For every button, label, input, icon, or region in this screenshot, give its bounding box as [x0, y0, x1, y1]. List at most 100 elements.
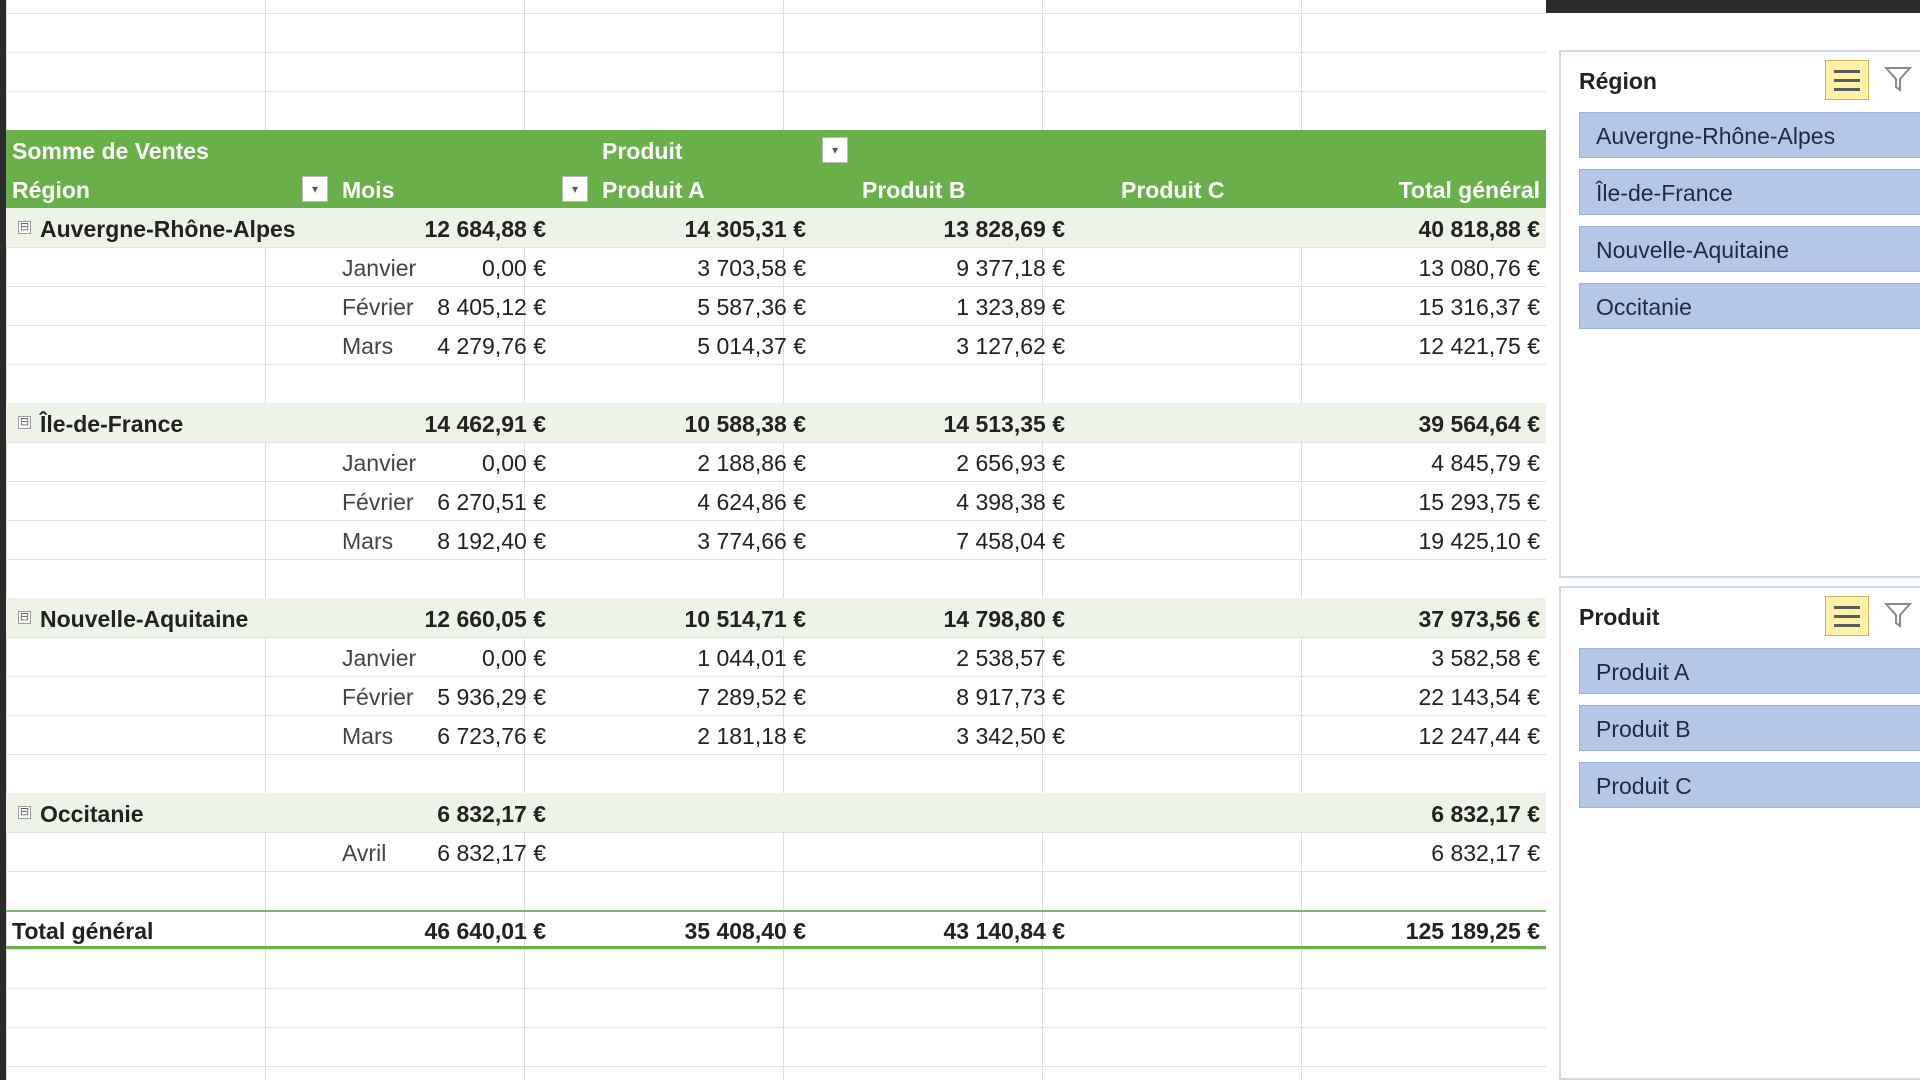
value-produit-b: 3 703,58 €: [697, 255, 806, 281]
column-field-label: Produit: [602, 138, 683, 164]
month-row[interactable]: Février 5 936,29 € 7 289,52 € 8 917,73 €…: [6, 676, 1546, 715]
slicer-item-region[interactable]: Auvergne-Rhône-Alpes: [1579, 112, 1920, 158]
month-row[interactable]: Mars 8 192,40 € 3 774,66 € 7 458,04 € 19…: [6, 520, 1546, 559]
month-name: Février: [342, 294, 414, 320]
clear-filter-icon[interactable]: [1883, 600, 1913, 630]
value-produit-c: 2 538,57 €: [956, 645, 1065, 671]
region-name: Auvergne-Rhône-Alpes: [40, 216, 296, 242]
slicer-item-product[interactable]: Produit B: [1579, 705, 1920, 751]
slicer-item-region[interactable]: Occitanie: [1579, 283, 1920, 329]
grand-total-produit-c: 43 140,84 €: [943, 918, 1065, 944]
multi-select-icon[interactable]: [1825, 596, 1869, 636]
region-row[interactable]: ⊟ Auvergne-Rhône-Alpes 12 684,88 € 14 30…: [6, 208, 1546, 247]
value-produit-a: 5 936,29 €: [437, 684, 546, 710]
value-produit-a: 0,00 €: [482, 255, 546, 281]
pivot-header-row-1: Somme de Ventes Produit ▾: [6, 130, 1546, 169]
value-produit-c: 9 377,18 €: [956, 255, 1065, 281]
slicer-item-region[interactable]: Nouvelle-Aquitaine: [1579, 226, 1920, 272]
value-produit-b: 14 305,31 €: [684, 216, 806, 242]
month-row[interactable]: Février 6 270,51 € 4 624,86 € 4 398,38 €…: [6, 481, 1546, 520]
region-slicer[interactable]: Région Auvergne-Rhône-Alpes Île-de-Franc…: [1559, 50, 1920, 578]
value-produit-b: 1 044,01 €: [697, 645, 806, 671]
value-produit-c: 3 342,50 €: [956, 723, 1065, 749]
grand-total-produit-b: 35 408,40 €: [684, 918, 806, 944]
value-produit-c: 1 323,89 €: [956, 294, 1065, 320]
value-produit-c: 8 917,73 €: [956, 684, 1065, 710]
value-total: 6 832,17 €: [1431, 801, 1540, 827]
value-produit-b: 2 181,18 €: [697, 723, 806, 749]
value-produit-a: 12 684,88 €: [424, 216, 546, 242]
collapse-icon[interactable]: ⊟: [18, 416, 31, 429]
region-name: Occitanie: [40, 801, 144, 827]
grand-total-all: 125 189,25 €: [1405, 918, 1540, 944]
column-header-produit-c: Produit C: [1121, 177, 1225, 203]
value-total: 15 293,75 €: [1418, 489, 1540, 515]
value-produit-a: 0,00 €: [482, 450, 546, 476]
blank-row: [6, 364, 1546, 403]
month-name: Mars: [342, 333, 394, 359]
collapse-icon[interactable]: ⊟: [18, 611, 31, 624]
slicer-item-product[interactable]: Produit A: [1579, 648, 1920, 694]
row-header-edge: [0, 0, 6, 1080]
value-produit-b: 5 587,36 €: [697, 294, 806, 320]
value-produit-b: 5 014,37 €: [697, 333, 806, 359]
region-name: Nouvelle-Aquitaine: [40, 606, 249, 632]
column-header-grand-total: Total général: [1398, 177, 1540, 203]
value-produit-a: 6 832,17 €: [437, 801, 546, 827]
month-row[interactable]: Mars 4 279,76 € 5 014,37 € 3 127,62 € 12…: [6, 325, 1546, 364]
region-row[interactable]: ⊟ Occitanie 6 832,17 € 6 832,17 €: [6, 793, 1546, 832]
value-produit-c: 14 513,35 €: [943, 411, 1065, 437]
value-produit-c: 7 458,04 €: [956, 528, 1065, 554]
region-filter-dropdown-icon[interactable]: ▾: [302, 176, 328, 202]
month-row[interactable]: Janvier 0,00 € 1 044,01 € 2 538,57 € 3 5…: [6, 637, 1546, 676]
month-name: Mars: [342, 528, 394, 554]
month-name: Mars: [342, 723, 394, 749]
pivot-table: Somme de Ventes Produit ▾ Région ▾ Mois …: [6, 130, 1546, 949]
multi-select-icon[interactable]: [1825, 60, 1869, 100]
region-row[interactable]: ⊟ Nouvelle-Aquitaine 12 660,05 € 10 514,…: [6, 598, 1546, 637]
value-produit-a: 6 270,51 €: [437, 489, 546, 515]
value-produit-a: 8 405,12 €: [437, 294, 546, 320]
value-total: 15 316,37 €: [1418, 294, 1540, 320]
month-row[interactable]: Avril 6 832,17 € 6 832,17 €: [6, 832, 1546, 871]
grand-total-row[interactable]: Total général 46 640,01 € 35 408,40 € 43…: [6, 910, 1546, 949]
month-name: Février: [342, 684, 414, 710]
product-slicer-title: Produit: [1579, 604, 1660, 630]
pivot-header-row-2: Région ▾ Mois ▾ Produit A Produit B Prod…: [6, 169, 1546, 208]
column-filter-dropdown-icon[interactable]: ▾: [822, 137, 848, 163]
value-produit-c: 13 828,69 €: [943, 216, 1065, 242]
value-total: 40 818,88 €: [1418, 216, 1540, 242]
value-total: 13 080,76 €: [1418, 255, 1540, 281]
value-total: 19 425,10 €: [1418, 528, 1540, 554]
month-row[interactable]: Février 8 405,12 € 5 587,36 € 1 323,89 €…: [6, 286, 1546, 325]
clear-filter-icon[interactable]: [1883, 64, 1913, 94]
slicer-item-product[interactable]: Produit C: [1579, 762, 1920, 808]
month-row[interactable]: Mars 6 723,76 € 2 181,18 € 3 342,50 € 12…: [6, 715, 1546, 754]
month-filter-dropdown-icon[interactable]: ▾: [562, 176, 588, 202]
value-produit-a: 8 192,40 €: [437, 528, 546, 554]
value-produit-b: 10 588,38 €: [684, 411, 806, 437]
month-name: Janvier: [342, 450, 417, 476]
value-total: 37 973,56 €: [1418, 606, 1540, 632]
region-row[interactable]: ⊟ Île-de-France 14 462,91 € 10 588,38 € …: [6, 403, 1546, 442]
collapse-icon[interactable]: ⊟: [18, 806, 31, 819]
value-produit-c: 2 656,93 €: [956, 450, 1065, 476]
month-row[interactable]: Janvier 0,00 € 2 188,86 € 2 656,93 € 4 8…: [6, 442, 1546, 481]
values-field-label: Somme de Ventes: [12, 138, 209, 164]
value-produit-a: 4 279,76 €: [437, 333, 546, 359]
grand-total-label: Total général: [12, 918, 154, 944]
row-field-region-label: Région: [12, 177, 90, 203]
value-produit-b: 3 774,66 €: [697, 528, 806, 554]
value-produit-a: 6 723,76 €: [437, 723, 546, 749]
value-total: 12 421,75 €: [1418, 333, 1540, 359]
value-produit-a: 6 832,17 €: [437, 840, 546, 866]
value-produit-a: 14 462,91 €: [424, 411, 546, 437]
month-name: Avril: [342, 840, 387, 866]
month-row[interactable]: Janvier 0,00 € 3 703,58 € 9 377,18 € 13 …: [6, 247, 1546, 286]
slicer-item-region[interactable]: Île-de-France: [1579, 169, 1920, 215]
grand-total-produit-a: 46 640,01 €: [424, 918, 546, 944]
collapse-icon[interactable]: ⊟: [18, 221, 31, 234]
value-produit-c: 3 127,62 €: [956, 333, 1065, 359]
region-name: Île-de-France: [40, 411, 184, 437]
product-slicer[interactable]: Produit Produit A Produit B Produit C: [1559, 586, 1920, 1080]
